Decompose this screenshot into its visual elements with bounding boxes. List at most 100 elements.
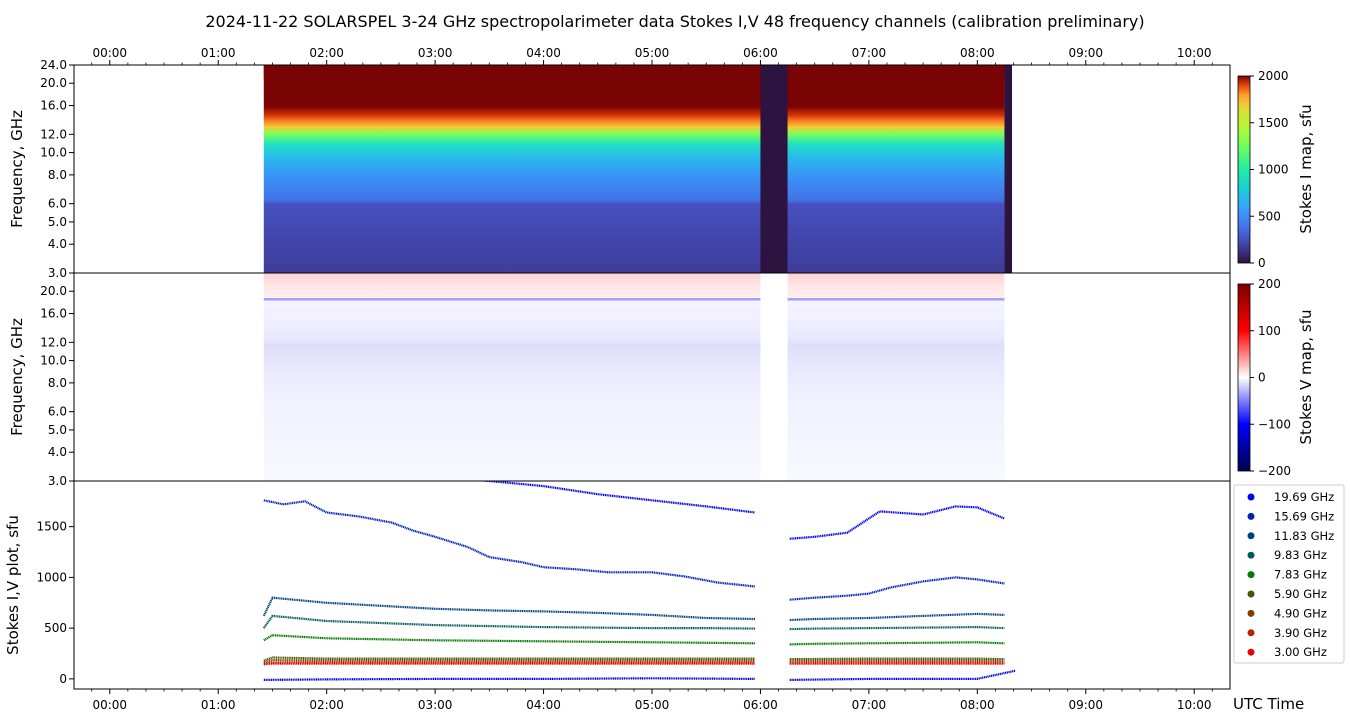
legend-label: 15.69 GHz	[1274, 509, 1334, 523]
series-line	[789, 669, 1016, 681]
legend-box	[1233, 484, 1345, 664]
ytick-label: 500	[44, 621, 67, 635]
panel-stokes-i: 3.0 4.0 5.0 6.0 8.0 10.0 12.0 16.0 20.0 24.0 Freq…	[8, 58, 1315, 280]
ytick-label: 0	[59, 672, 67, 686]
colorbar-tick-label: 2000	[1258, 69, 1289, 83]
bottom-tick-label: 04:00	[526, 698, 561, 712]
series-line	[262, 614, 756, 630]
top-tick-label: 02:00	[309, 46, 344, 60]
legend-marker	[1247, 648, 1255, 656]
ytick-label: 5.0	[48, 215, 67, 229]
stokes-i-map	[263, 65, 1005, 273]
stokes-v-colorbar-ticks: 200 100 0 −100 −200	[1250, 277, 1291, 478]
time-axis-label: UTC Time	[1233, 695, 1304, 713]
series-line	[789, 625, 1005, 631]
plot-series	[262, 481, 1016, 681]
series-line	[263, 634, 756, 645]
stokes-i-yticks: 3.0 4.0 5.0 6.0 8.0 10.0 12.0 16.0 20.0 24.0	[40, 58, 74, 280]
stokes-v-map	[263, 273, 1005, 481]
legend-marker	[1247, 493, 1255, 501]
ytick-label: 8.0	[48, 376, 67, 390]
stokes-i-colorbar	[1237, 75, 1251, 264]
ytick-label: 10.0	[40, 146, 67, 160]
series-line	[789, 612, 1005, 622]
time-axis-ticks: 00:00 00:00 01:00 01:00 02:00 02:00 03:00 03:00…	[91, 46, 1213, 712]
stokes-v-ylabel: Frequency, GHz	[8, 318, 26, 436]
top-tick-label: 03:00	[418, 46, 453, 60]
ytick-label: 1500	[36, 520, 67, 534]
stokes-i-top-band	[263, 65, 1005, 79]
stokes-i-gap-end	[1004, 65, 1013, 273]
stokes-i-colorbar-ticks: 0 500 1000 1500 2000	[1250, 69, 1289, 270]
top-tick-label: 01:00	[201, 46, 236, 60]
top-tick-label: 09:00	[1068, 46, 1103, 60]
legend-label: 9.83 GHz	[1274, 548, 1327, 562]
bottom-tick-label: 09:00	[1068, 698, 1103, 712]
legend-label: 19.69 GHz	[1274, 490, 1334, 504]
ytick-label: 1000	[36, 570, 67, 584]
top-tick-label: 04:00	[526, 46, 561, 60]
plot-yticks: 0 500 1000 1500	[36, 520, 74, 686]
colorbar-tick-label: −100	[1258, 417, 1291, 431]
colorbar-tick-label: 0	[1258, 371, 1266, 385]
plot-ylabel: Stokes I,V plot, sfu	[4, 515, 22, 655]
legend-label: 5.90 GHz	[1274, 587, 1327, 601]
ytick-label: 20.0	[40, 76, 67, 90]
bottom-tick-label: 03:00	[418, 698, 453, 712]
ytick-label: 3.0	[48, 266, 67, 280]
colorbar-tick-label: −200	[1258, 464, 1291, 478]
colorbar-tick-label: 1000	[1258, 163, 1289, 177]
bottom-tick-label: 00:00	[92, 698, 127, 712]
ytick-label: 6.0	[48, 197, 67, 211]
legend-label: 3.90 GHz	[1274, 626, 1327, 640]
panel-stokes-v: 3.0 4.0 5.0 6.0 8.0 10.0 12.0 16.0 20.0 Frequenc…	[8, 272, 1315, 488]
series-line	[789, 576, 1005, 601]
legend-marker	[1247, 512, 1255, 520]
plot-axes-frame	[73, 480, 1231, 690]
ytick-label: 10.0	[40, 354, 67, 368]
bottom-tick-label: 01:00	[201, 698, 236, 712]
colorbar-tick-label: 100	[1258, 324, 1281, 338]
series-line	[263, 677, 756, 681]
ytick-label: 8.0	[48, 168, 67, 182]
ytick-label: 4.0	[48, 237, 67, 251]
ytick-label: 12.0	[40, 127, 67, 141]
legend-marker	[1247, 551, 1255, 559]
stokes-v-colorbar-label: Stokes V map, sfu	[1297, 309, 1315, 444]
ytick-label: 24.0	[40, 58, 67, 72]
legend-marker	[1247, 571, 1255, 579]
legend-label: 7.83 GHz	[1274, 568, 1327, 582]
stokes-v-yticks: 3.0 4.0 5.0 6.0 8.0 10.0 12.0 16.0 20.0	[40, 284, 74, 488]
ytick-label: 16.0	[40, 307, 67, 321]
top-tick-label: 00:00	[92, 46, 127, 60]
colorbar-tick-label: 0	[1258, 256, 1266, 270]
legend-label: 3.00 GHz	[1274, 645, 1327, 659]
ytick-label: 20.0	[40, 284, 67, 298]
legend-label: 11.83 GHz	[1274, 529, 1334, 543]
series-line	[262, 596, 756, 621]
chart-title: 2024-11-22 SOLARSPEL 3-24 GHz spectropol…	[205, 12, 1144, 31]
stokes-i-ylabel: Frequency, GHz	[8, 110, 26, 228]
stokes-v-gap	[760, 273, 788, 481]
legend-marker	[1247, 590, 1255, 598]
bottom-tick-label: 05:00	[635, 698, 670, 712]
top-tick-label: 08:00	[960, 46, 995, 60]
top-tick-label: 10:00	[1177, 46, 1212, 60]
colorbar-tick-label: 1500	[1258, 116, 1289, 130]
ytick-label: 5.0	[48, 423, 67, 437]
colorbar-tick-label: 200	[1258, 277, 1281, 291]
legend-marker	[1247, 629, 1255, 637]
bottom-tick-label: 02:00	[309, 698, 344, 712]
bottom-tick-label: 10:00	[1177, 698, 1212, 712]
ytick-label: 12.0	[40, 335, 67, 349]
stokes-i-colorbar-label: Stokes I map, sfu	[1297, 104, 1315, 233]
ytick-label: 3.0	[48, 474, 67, 488]
top-tick-label: 07:00	[852, 46, 887, 60]
ytick-label: 16.0	[40, 99, 67, 113]
series-line	[789, 505, 1005, 540]
legend: 19.69 GHz 15.69 GHz 11.83 GHz 9.83 GHz 7.83 …	[1233, 484, 1345, 664]
bottom-tick-label: 08:00	[960, 698, 995, 712]
ytick-label: 4.0	[48, 445, 67, 459]
series-line	[789, 641, 1005, 646]
